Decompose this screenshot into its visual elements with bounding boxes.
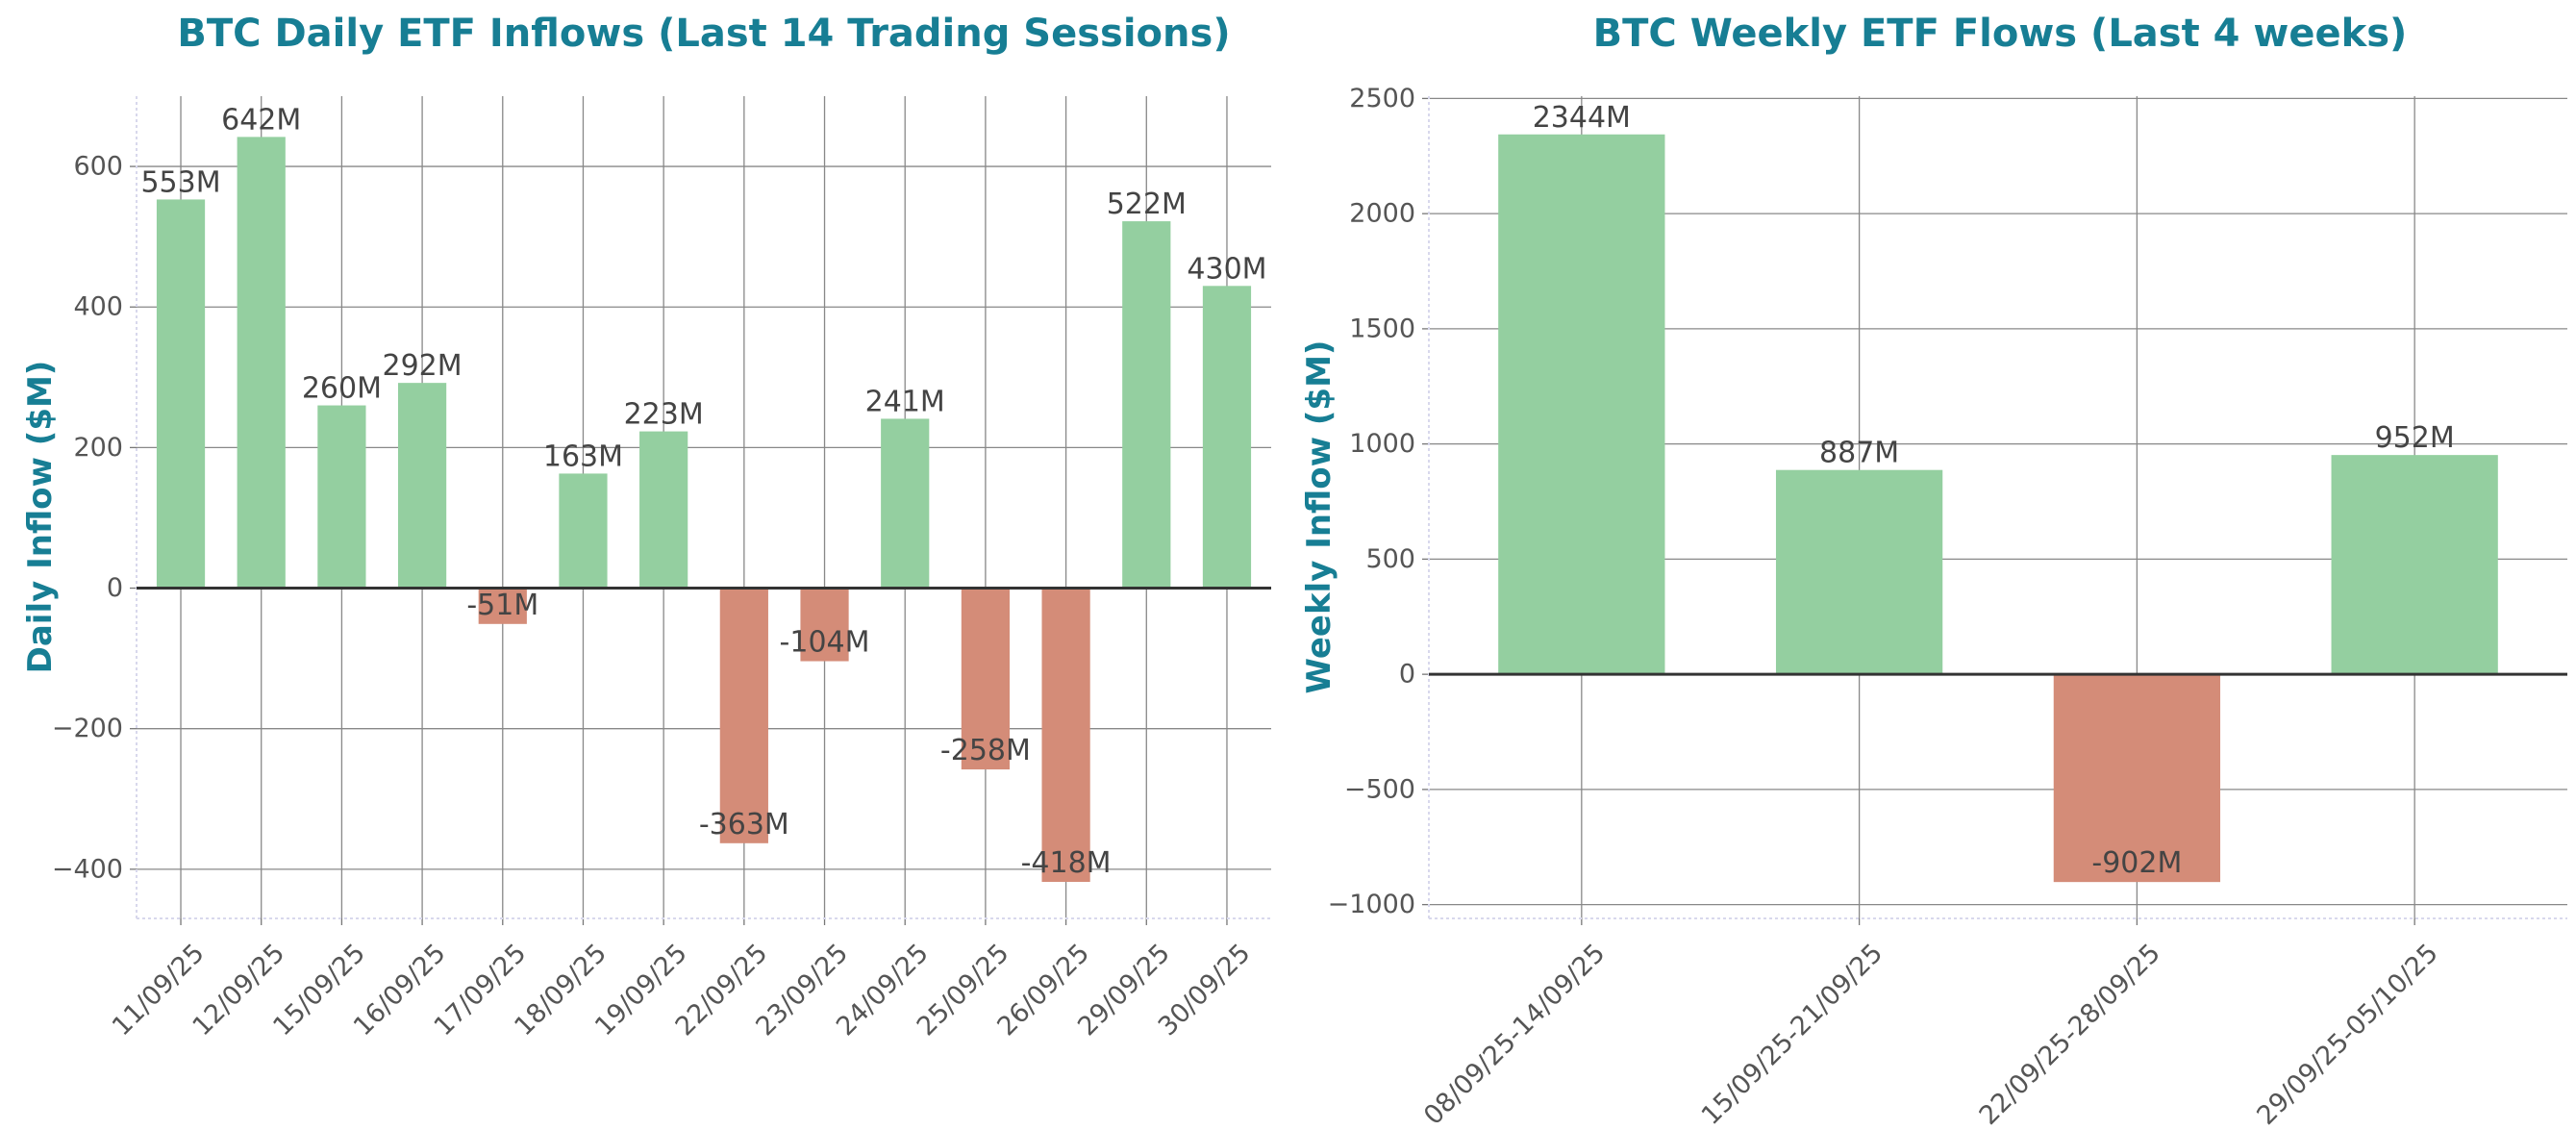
data-label: 430M — [1187, 252, 1266, 286]
y-tick-label: 500 — [1365, 544, 1415, 574]
bar-negative — [719, 588, 768, 843]
data-label: 292M — [383, 349, 463, 383]
grid-lines — [130, 96, 1271, 925]
data-labels: 2344M 887M -902M 952M — [1533, 101, 2455, 880]
bar-positive — [156, 199, 206, 589]
data-label: 241M — [865, 385, 945, 418]
bar-positive — [317, 405, 366, 589]
data-label: 163M — [543, 439, 623, 473]
data-label: 522M — [1107, 188, 1187, 221]
bar-positive — [2331, 455, 2498, 675]
daily-y-axis-label: Daily Inflow ($M) — [21, 361, 60, 674]
weekly-chart-title: BTC Weekly ETF Flows (Last 4 weeks) — [1593, 12, 2408, 56]
data-label: -418M — [1021, 846, 1112, 880]
data-label: 260M — [302, 372, 382, 406]
bars — [1498, 134, 2498, 883]
data-label: 553M — [140, 165, 220, 199]
bar-negative — [961, 588, 1011, 770]
weekly-y-axis-label: Weekly Inflow ($M) — [1300, 340, 1338, 694]
data-label: -258M — [940, 734, 1031, 767]
data-label: 642M — [221, 103, 301, 137]
x-tick-label: 15/09/25-21/09/25 — [1696, 939, 1888, 1130]
y-tick-label: −1000 — [1328, 890, 1415, 919]
bar-positive — [1498, 134, 1665, 675]
data-label: 2344M — [1533, 101, 1631, 135]
data-label: 952M — [2375, 421, 2455, 455]
bar-positive — [881, 418, 930, 589]
y-tick-label: 400 — [73, 292, 123, 322]
data-label: 223M — [624, 398, 704, 432]
y-tick-label: 200 — [73, 433, 123, 463]
y-tick-label: 0 — [1399, 660, 1415, 690]
y-tick-label: 1000 — [1349, 429, 1415, 459]
data-label: -104M — [780, 626, 870, 660]
y-tick-label: 2000 — [1349, 199, 1415, 229]
y-tick-label: 2500 — [1349, 84, 1415, 113]
x-tick-label: 29/09/25-05/10/25 — [2251, 939, 2443, 1130]
data-label: -902M — [2091, 846, 2182, 880]
daily-chart-title: BTC Daily ETF Inflows (Last 14 Trading S… — [177, 12, 1230, 56]
data-label: 887M — [1819, 437, 1899, 470]
y-tick-label: 600 — [73, 152, 123, 182]
bar-negative — [2053, 674, 2221, 883]
y-tick-label: 0 — [107, 573, 123, 603]
bars — [156, 137, 1252, 882]
x-tick-label: 22/09/25-28/09/25 — [1974, 939, 2166, 1130]
x-tick-label: 08/09/25-14/09/25 — [1418, 939, 1611, 1130]
bar-positive — [237, 137, 286, 589]
bar-negative — [1041, 588, 1090, 882]
data-label: -363M — [699, 808, 789, 841]
data-label: -51M — [466, 589, 538, 622]
y-tick-label: −200 — [52, 714, 123, 743]
bar-negative — [478, 588, 527, 624]
bar-positive — [559, 473, 608, 589]
y-tick-label: 1500 — [1349, 314, 1415, 343]
y-tick-label: −500 — [1344, 774, 1415, 804]
daily-inflows-chart: BTC Daily ETF Inflows (Last 14 Trading S… — [21, 12, 1271, 1042]
bar-positive — [1202, 286, 1252, 589]
bar-positive — [1775, 469, 1943, 675]
y-tick-label: −400 — [52, 854, 123, 884]
bar-negative — [800, 588, 849, 662]
bar-positive — [639, 431, 688, 589]
bar-positive — [1122, 221, 1171, 589]
bar-positive — [397, 383, 447, 589]
weekly-flows-chart: BTC Weekly ETF Flows (Last 4 weeks) Week… — [1300, 12, 2567, 1130]
